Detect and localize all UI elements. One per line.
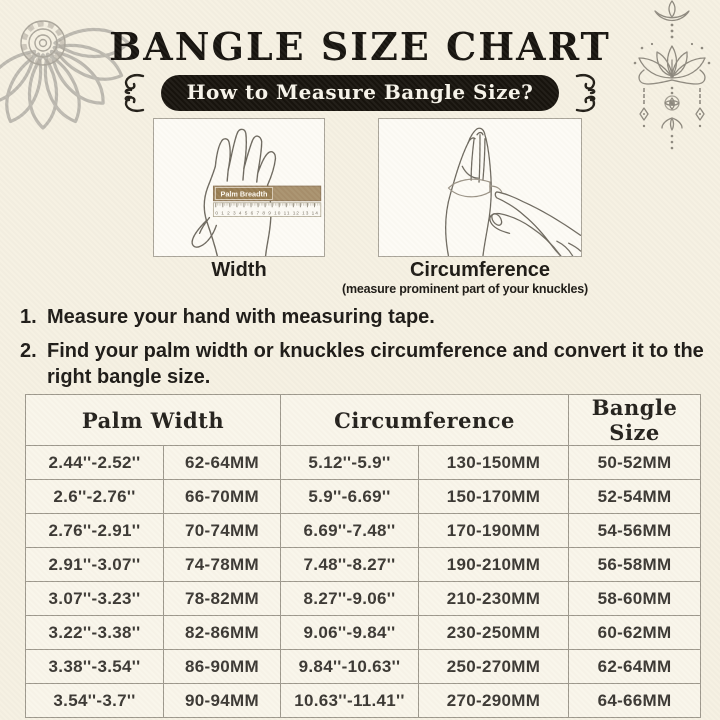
table-row: 3.07''-3.23'' 78-82MM 8.27''-9.06'' 210-230… [25, 581, 702, 616]
banner-row: How to Measure Bangle Size? [0, 72, 720, 114]
table-cell: 54-56MM [568, 513, 702, 548]
table-cell: 50-52MM [568, 445, 702, 480]
page-title: BANGLE SIZE CHART [109, 24, 611, 69]
table-cell: 210-230MM [417, 581, 570, 616]
circumference-label: Circumference [409, 259, 551, 281]
table-cell: 250-270MM [417, 649, 570, 684]
circumference-illustration [378, 118, 582, 257]
table-cell: 170-190MM [417, 513, 570, 548]
table-header-row: Palm Width Circumference Bangle Size [25, 394, 702, 446]
table-cell: 270-290MM [417, 683, 570, 718]
header-circumference: Circumference [279, 394, 570, 446]
table-cell: 7.48''-8.27'' [280, 547, 419, 582]
instructions: 1. Measure your hand with measuring tape… [20, 304, 710, 398]
table-cell: 8.27''-9.06'' [280, 581, 419, 616]
table-cell: 190-210MM [417, 547, 570, 582]
table-row: 2.44''-2.52'' 62-64MM 5.12''-5.9'' 130-150M… [25, 445, 702, 480]
table-cell: 2.44''-2.52'' [25, 445, 164, 480]
table-cell: 82-86MM [163, 615, 281, 650]
width-illustration: Palm Breadth 0 1 2 3 4 5 6 7 8 9 10 11 1… [153, 118, 325, 257]
table-cell: 86-90MM [163, 649, 281, 684]
table-cell: 90-94MM [163, 683, 281, 718]
table-cell: 74-78MM [163, 547, 281, 582]
step-text: Find your palm width or knuckles circumf… [47, 340, 704, 388]
table-row: 3.38''-3.54'' 86-90MM 9.84''-10.63'' 250-27… [25, 649, 702, 684]
table-row: 2.91''-3.07'' 74-78MM 7.48''-8.27'' 190-210… [25, 547, 702, 582]
table-cell: 10.63''-11.41'' [280, 683, 419, 718]
step-text: Measure your hand with measuring tape. [47, 306, 435, 328]
table-cell: 64-66MM [568, 683, 702, 718]
table-cell: 6.69''-7.48'' [280, 513, 419, 548]
table-row: 2.6''-2.76'' 66-70MM 5.9''-6.69'' 150-170MM… [25, 479, 702, 514]
mandala-flower-icon [0, 0, 138, 138]
table-row: 3.54''-3.7'' 90-94MM 10.63''-11.41'' 270-29… [25, 683, 702, 718]
step-number: 2. [20, 340, 37, 362]
table-cell: 230-250MM [417, 615, 570, 650]
table-row: 3.22''-3.38'' 82-86MM 9.06''-9.84'' 230-250… [25, 615, 702, 650]
width-label: Width [211, 259, 267, 281]
table-row: 2.76''-2.91'' 70-74MM 6.69''-7.48'' 170-190… [25, 513, 702, 548]
table-cell: 3.38''-3.54'' [25, 649, 164, 684]
table-cell: 3.22''-3.38'' [25, 615, 164, 650]
step-2: 2. Find your palm width or knuckles circ… [20, 338, 710, 390]
table-cell: 56-58MM [568, 547, 702, 582]
step-number: 1. [20, 306, 37, 328]
ruler-numbers: 0 1 2 3 4 5 6 7 8 9 10 11 12 13 14 [215, 211, 318, 217]
table-cell: 3.07''-3.23'' [25, 581, 164, 616]
header-bangle-size: Bangle Size [568, 394, 702, 446]
table-cell: 2.6''-2.76'' [25, 479, 164, 514]
table-cell: 2.76''-2.91'' [25, 513, 164, 548]
table-cell: 2.91''-3.07'' [25, 547, 164, 582]
table-cell: 70-74MM [163, 513, 281, 548]
table-cell: 150-170MM [417, 479, 570, 514]
table-cell: 9.06''-9.84'' [280, 615, 419, 650]
bangle-size-table: Palm Width Circumference Bangle Size 2.4… [25, 394, 702, 718]
table-cell: 5.9''-6.69'' [280, 479, 419, 514]
table-cell: 60-62MM [568, 615, 702, 650]
curly-flourish-right-icon [571, 72, 605, 114]
header-palm-width: Palm Width [25, 394, 281, 446]
table-cell: 62-64MM [568, 649, 702, 684]
lotus-pendant-icon [622, 0, 720, 152]
size-table-body: 2.44''-2.52'' 62-64MM 5.12''-5.9'' 130-150M… [25, 445, 702, 718]
table-cell: 78-82MM [163, 581, 281, 616]
table-cell: 66-70MM [163, 479, 281, 514]
table-cell: 130-150MM [417, 445, 570, 480]
table-cell: 3.54''-3.7'' [25, 683, 164, 718]
banner-pill: How to Measure Bangle Size? [160, 75, 560, 111]
table-cell: 52-54MM [568, 479, 702, 514]
table-cell: 5.12''-5.9'' [280, 445, 419, 480]
table-cell: 9.84''-10.63'' [280, 649, 419, 684]
tape-label: Palm Breadth [220, 189, 267, 198]
table-cell: 58-60MM [568, 581, 702, 616]
table-cell: 62-64MM [163, 445, 281, 480]
curly-flourish-left-icon [115, 72, 149, 114]
circumference-note: (measure prominent part of your knuckles… [341, 282, 589, 296]
step-1: 1. Measure your hand with measuring tape… [20, 304, 710, 330]
